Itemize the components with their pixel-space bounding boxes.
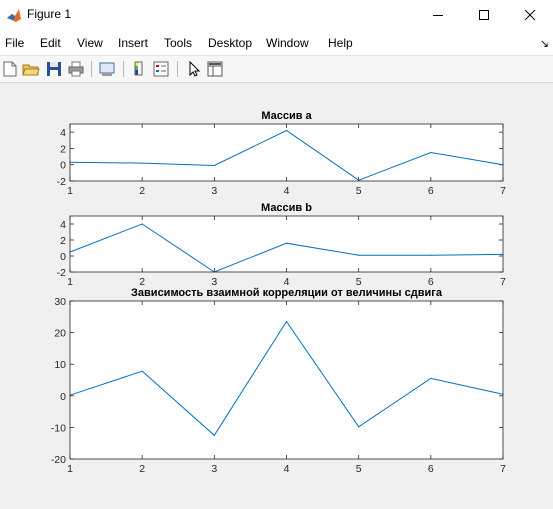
x-tick-label: 2 [139, 463, 145, 475]
data-point [430, 377, 432, 380]
y-tick-label: 30 [54, 296, 66, 308]
new-figure-icon[interactable] [1, 60, 19, 78]
y-tick-label: -2 [57, 176, 66, 188]
data-point [141, 223, 143, 225]
dock-arrow-icon[interactable]: ↘ [539, 38, 549, 50]
data-point [430, 254, 432, 256]
x-tick-label: 5 [356, 276, 362, 288]
x-tick-label: 3 [211, 185, 217, 197]
y-tick-label: 4 [60, 127, 66, 139]
x-tick-label: 2 [139, 276, 145, 288]
save-icon[interactable] [45, 60, 63, 78]
y-tick-label: 2 [60, 235, 66, 247]
data-point [285, 242, 288, 244]
data-point [213, 164, 215, 167]
open-file-icon[interactable] [22, 60, 40, 78]
data-point [285, 320, 288, 323]
data-point [141, 162, 143, 164]
x-tick-label: 7 [500, 276, 506, 288]
subplot-title: Массив a [261, 110, 312, 122]
axes-frame [69, 300, 504, 460]
axes-frame [69, 123, 504, 182]
data-point [358, 179, 360, 181]
x-tick-label: 4 [284, 276, 290, 288]
subplot-title: Массив b [261, 202, 312, 214]
colorbar-icon[interactable] [130, 60, 148, 78]
axes-frame [69, 215, 504, 273]
menu-file[interactable]: File [5, 36, 25, 50]
subplot-1: Массив a 1 2 3 4 5 6 7 -2 0 2 4 [57, 110, 506, 197]
data-point [213, 434, 215, 436]
print-icon[interactable] [67, 60, 85, 78]
x-tick-label: 1 [67, 463, 73, 475]
maximize-button[interactable] [461, 0, 507, 31]
window-title: Figure 1 [27, 7, 72, 21]
title-bar: Figure 1 [0, 0, 553, 31]
minimize-button[interactable] [415, 0, 461, 31]
data-point [358, 254, 360, 256]
x-tick-label: 1 [67, 276, 73, 288]
y-tick-label: 20 [54, 328, 66, 340]
menu-tools[interactable]: Tools [164, 36, 193, 50]
axes-background [70, 301, 503, 459]
minimize-icon [433, 15, 443, 16]
menu-window[interactable]: Window [266, 36, 309, 50]
menu-edit[interactable]: Edit [40, 36, 61, 50]
maximize-icon [479, 10, 489, 20]
property-editor-icon[interactable] [206, 60, 224, 78]
close-button[interactable] [507, 0, 553, 31]
y-tick-label: 2 [60, 143, 66, 155]
y-tick-label: 10 [54, 359, 66, 371]
x-tick-label: 7 [500, 463, 506, 475]
x-tick-label: 6 [428, 185, 434, 197]
x-tick-label: 2 [139, 185, 145, 197]
menu-view[interactable]: View [77, 36, 103, 50]
x-tick-label: 5 [356, 463, 362, 475]
x-tick-label: 5 [356, 185, 362, 197]
subplot-3: Зависимость взаимной корреляции от велич… [51, 287, 506, 475]
menu-insert[interactable]: Insert [118, 36, 149, 50]
data-point [141, 370, 143, 372]
y-tick-label: 0 [60, 391, 66, 403]
y-tick-label: -20 [51, 454, 66, 466]
x-tick-label: 7 [500, 185, 506, 197]
x-tick-label: 3 [211, 276, 217, 288]
subplot-title: Зависимость взаимной корреляции от велич… [131, 287, 443, 299]
toolbar-separator [123, 61, 124, 77]
close-icon [524, 9, 536, 21]
x-tick-label: 1 [67, 185, 73, 197]
menu-bar: File Edit View Insert Tools Desktop Wind… [0, 31, 553, 55]
y-tick-label: 4 [60, 219, 66, 231]
menu-desktop[interactable]: Desktop [208, 36, 253, 50]
toolbar-separator [177, 61, 178, 77]
x-tick-label: 6 [428, 276, 434, 288]
toolbar [0, 55, 553, 83]
data-point [285, 129, 288, 132]
toolbar-separator [91, 61, 92, 77]
x-tick-label: 6 [428, 463, 434, 475]
print-preview-icon[interactable] [98, 60, 116, 78]
axes-background [70, 124, 503, 181]
figure-canvas: Массив a 1 2 3 4 5 6 7 -2 0 2 4 Массив b 1 2 3 4 5 6 7 -2 0 2 4… [0, 83, 553, 504]
subplot-2: Массив b 1 2 3 4 5 6 7 -2 0 2 4 [57, 202, 506, 288]
menu-help[interactable]: Help [328, 36, 353, 50]
data-point [430, 151, 432, 154]
y-tick-label: -10 [51, 422, 66, 434]
pointer-icon[interactable] [185, 60, 203, 78]
y-tick-label: 0 [60, 160, 66, 172]
axes-background [70, 216, 503, 272]
x-tick-label: 4 [284, 463, 290, 475]
x-tick-label: 4 [284, 185, 290, 197]
matlab-logo-icon [7, 9, 21, 22]
data-point [358, 426, 360, 428]
y-tick-label: -2 [57, 267, 66, 279]
y-tick-label: 0 [60, 251, 66, 263]
x-tick-label: 3 [211, 463, 217, 475]
legend-icon[interactable] [152, 60, 170, 78]
